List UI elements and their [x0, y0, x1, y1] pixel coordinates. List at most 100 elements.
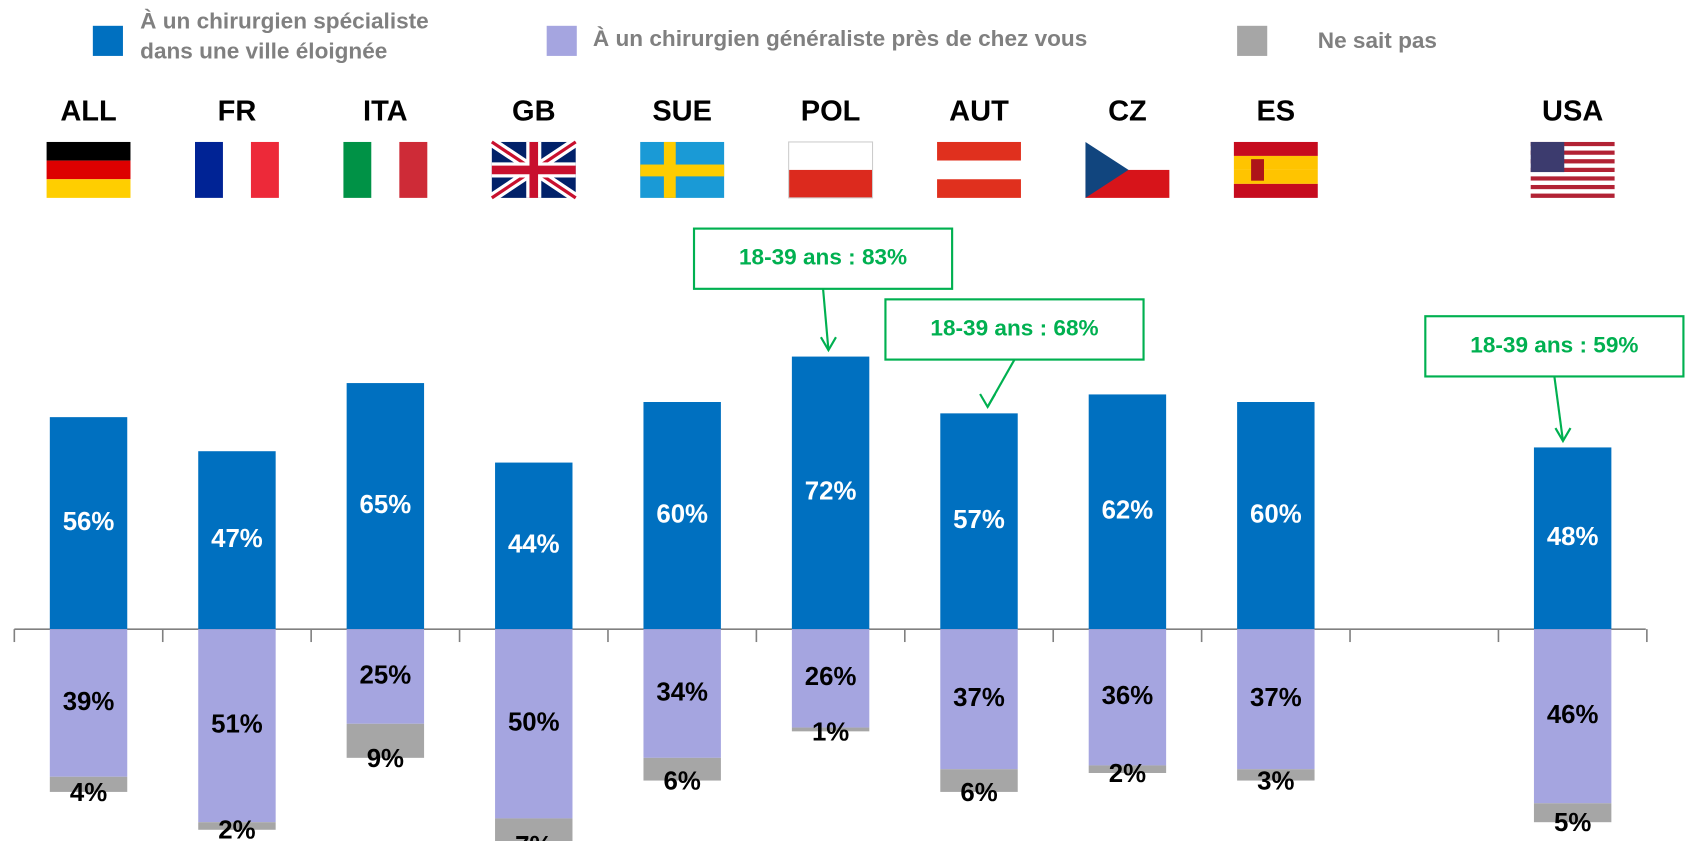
value-label: 47%	[211, 525, 263, 553]
flag-stripe	[1530, 189, 1615, 194]
flag	[788, 141, 874, 199]
value-label: 2%	[1109, 760, 1146, 788]
bar-segment	[49, 417, 128, 630]
flag-stripe	[1233, 169, 1318, 184]
flag-triangle	[1085, 141, 1129, 198]
bar-segment	[643, 757, 721, 781]
flag	[640, 141, 725, 198]
bar-segment	[940, 769, 1018, 792]
annotation-box	[1424, 315, 1685, 378]
flag	[1530, 141, 1615, 198]
flag	[937, 141, 1021, 198]
annotation-box	[884, 298, 1145, 361]
legend-label: À un chirurgien généraliste près de chez…	[593, 26, 1087, 51]
value-label: 50%	[508, 709, 560, 737]
value-label: 62%	[1102, 497, 1154, 525]
value-label: 26%	[805, 663, 857, 691]
value-label: 9%	[367, 745, 404, 773]
value-label: 34%	[656, 678, 708, 706]
category-label: USA	[1542, 96, 1603, 128]
flag-stripe	[1530, 150, 1615, 155]
flag-stripe	[250, 141, 279, 198]
category-label: ITA	[363, 96, 408, 128]
category-label: CZ	[1108, 96, 1147, 128]
value-label: 6%	[960, 779, 997, 807]
flag	[343, 141, 428, 198]
annotation-arrow	[1553, 376, 1565, 442]
bar-segment	[495, 462, 573, 630]
category-label: SUE	[652, 96, 712, 128]
value-label: 72%	[805, 478, 857, 506]
flag-stripe	[222, 141, 251, 198]
flag-stripe	[788, 169, 873, 198]
flag	[46, 141, 131, 198]
legend-swatch	[92, 25, 123, 56]
flag-stripe	[46, 141, 131, 161]
bar-segment	[1088, 629, 1167, 766]
annotation-text: 18-39 ans : 68%	[930, 315, 1098, 340]
annotation-arrowhead	[979, 393, 997, 410]
bar-segment	[1088, 394, 1167, 630]
value-label: 48%	[1547, 523, 1599, 551]
value-label: 3%	[1257, 768, 1294, 796]
bar-segment	[940, 629, 1018, 770]
flag-cross	[640, 164, 725, 177]
annotation-box	[692, 227, 954, 290]
value-label: 65%	[360, 491, 412, 519]
flag-stripe	[1530, 167, 1615, 173]
flag-stripe	[1530, 159, 1615, 164]
value-label: 60%	[1250, 500, 1302, 528]
bar-segment	[1533, 447, 1612, 630]
value-label: 1%	[812, 718, 849, 746]
flag-stripe	[1530, 163, 1615, 168]
flag-stripe	[1530, 184, 1615, 190]
flag-stripe	[1530, 180, 1615, 185]
flag	[489, 137, 579, 202]
bar-segment	[346, 629, 425, 724]
bar-segment	[791, 629, 870, 728]
bar-segment	[1533, 803, 1612, 823]
flag-border	[788, 141, 874, 199]
bar-segment	[346, 723, 425, 758]
bar-segment	[643, 629, 721, 758]
category-label: GB	[512, 96, 556, 128]
flag-stripe	[1233, 183, 1318, 198]
value-label: 2%	[218, 817, 255, 841]
value-label: 44%	[508, 531, 560, 559]
category-label: ES	[1256, 96, 1295, 128]
flag-stripe	[937, 160, 1021, 180]
bar-segment	[1088, 765, 1167, 773]
bar-segment	[1237, 769, 1315, 781]
flag-stripe	[46, 179, 131, 198]
flag-stripe	[1530, 146, 1615, 151]
bar-segment	[791, 727, 870, 732]
annotation-text: 18-39 ans : 59%	[1470, 332, 1638, 357]
category-label: AUT	[949, 96, 1009, 128]
flag-stripe	[195, 141, 223, 198]
bar-segment	[1533, 629, 1612, 804]
flag-canton	[1530, 141, 1565, 173]
annotation-arrowhead	[1554, 427, 1572, 444]
flag-stripe	[1530, 154, 1615, 160]
legend-swatch	[1237, 25, 1268, 56]
flag-stripe	[788, 141, 873, 170]
value-label: 7%	[515, 832, 552, 841]
value-label: 51%	[211, 710, 263, 738]
bar-segment	[1237, 402, 1315, 630]
category-label: FR	[218, 96, 257, 128]
bar-segment	[495, 629, 573, 819]
flag-stripe	[1233, 155, 1318, 170]
value-label: 57%	[953, 506, 1005, 534]
flag-stripe	[1530, 141, 1615, 147]
bar-segment	[198, 822, 276, 830]
annotation-text: 18-39 ans : 83%	[739, 245, 907, 270]
bar-segment	[643, 402, 721, 630]
category-label: POL	[801, 96, 861, 128]
flag	[1085, 141, 1170, 198]
value-label: 5%	[1554, 809, 1591, 837]
flag-stripe	[1530, 193, 1615, 198]
legend-label: À un chirurgien spécialiste dans une vill…	[140, 9, 429, 64]
flag-stripe	[46, 160, 131, 180]
